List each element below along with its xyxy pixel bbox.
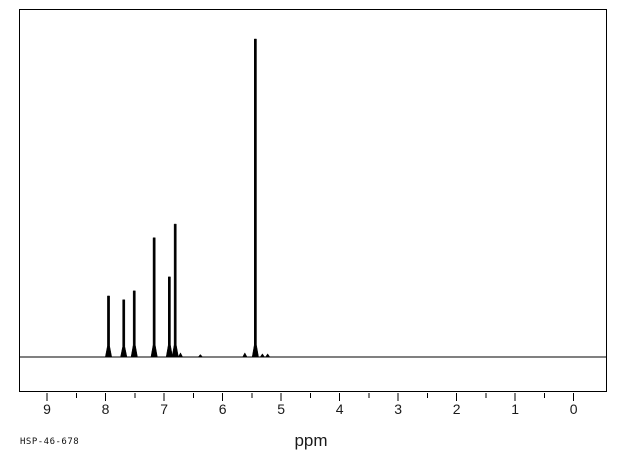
x-tick-label-0: 0	[569, 401, 578, 417]
x-tick-label-9: 9	[43, 401, 51, 417]
nmr-peak	[197, 354, 204, 358]
x-tick-label-7: 7	[160, 401, 168, 417]
x-tick-label-6: 6	[218, 401, 227, 417]
plot-frame	[19, 9, 607, 392]
spectrum-trace	[19, 38, 607, 358]
nmr-peak	[150, 237, 158, 358]
nmr-peak	[120, 299, 128, 358]
nmr-peak	[177, 352, 184, 358]
axis-ticks	[46, 393, 575, 401]
nmr-peak	[259, 353, 266, 358]
x-tick-label-8: 8	[101, 401, 110, 417]
nmr-peak	[264, 353, 271, 358]
nmr-peak	[165, 276, 173, 358]
nmr-peak	[251, 38, 259, 358]
x-tick-label-4: 4	[335, 401, 344, 417]
x-axis-title: ppm	[294, 431, 328, 450]
nmr-peak	[171, 223, 179, 358]
spectrum-id-label: HSP-46-678	[20, 437, 80, 447]
x-tick-label-5: 5	[277, 401, 286, 417]
x-tick-label-3: 3	[394, 401, 403, 417]
nmr-peak	[130, 290, 138, 358]
x-tick-label-2: 2	[452, 401, 461, 417]
x-tick-label-1: 1	[511, 401, 520, 417]
nmr-peak	[242, 352, 248, 358]
nmr-peak	[105, 295, 113, 358]
